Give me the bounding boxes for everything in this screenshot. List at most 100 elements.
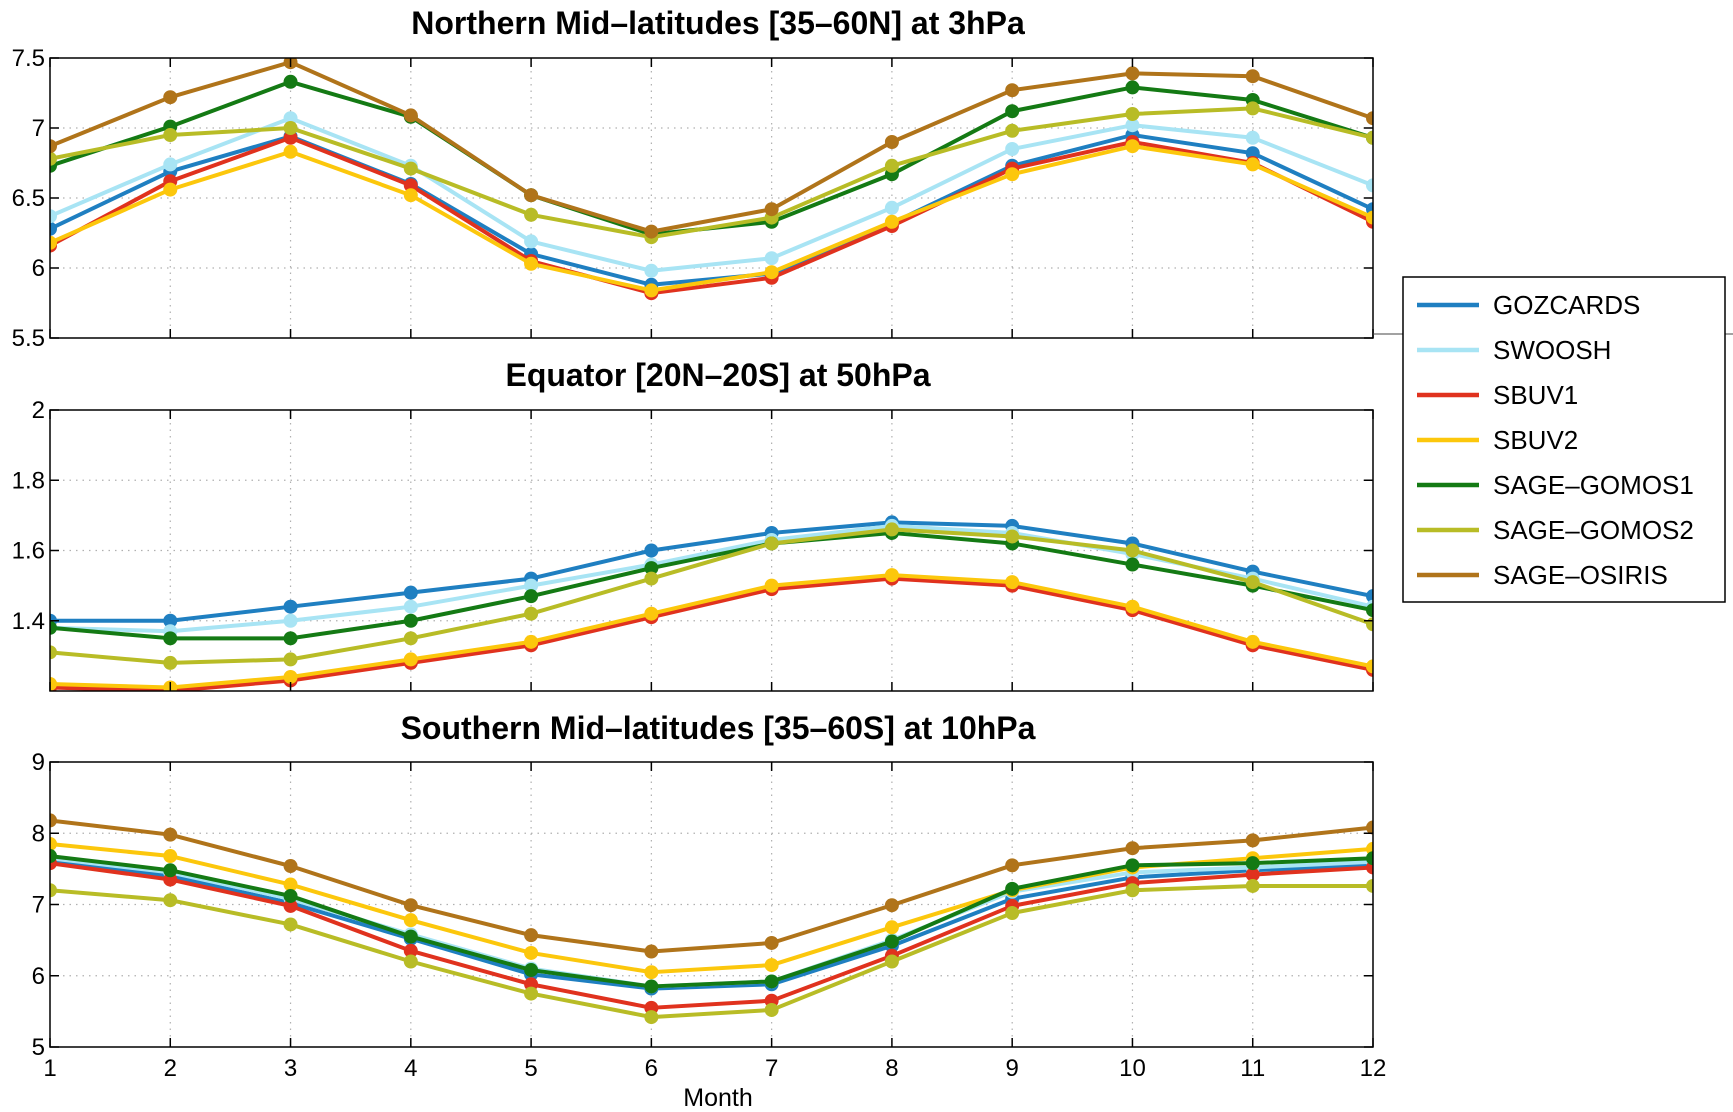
data-point-sbuv2 xyxy=(644,606,659,621)
x-axis-label: Month xyxy=(683,1084,752,1112)
data-point-sage-osiris xyxy=(884,135,899,149)
data-point-sage-osiris xyxy=(1005,83,1020,98)
data-point-sbuv1 xyxy=(283,898,298,913)
series-line-sbuv2 xyxy=(50,573,1373,690)
series-line-sage-gomos1 xyxy=(50,530,1373,641)
legend-item-swoosh: SWOOSH xyxy=(1417,335,1611,365)
data-point-swoosh xyxy=(1005,142,1020,156)
data-point-sage-gomos2 xyxy=(403,631,418,646)
series-line-sbuv2 xyxy=(50,144,1373,293)
data-point-swoosh xyxy=(1125,118,1140,133)
data-point-sage-osiris xyxy=(50,813,57,828)
data-point-sbuv2 xyxy=(884,568,899,583)
legend-label: SAGE–OSIRIS xyxy=(1493,560,1668,590)
data-point-sage-gomos1 xyxy=(884,934,899,949)
legend-label: SAGE–GOMOS2 xyxy=(1493,515,1694,545)
data-point-sage-gomos1 xyxy=(1366,851,1373,866)
data-point-sage-gomos2 xyxy=(884,522,899,537)
data-point-sbuv2 xyxy=(1125,599,1140,614)
data-point-sage-gomos2 xyxy=(283,652,298,667)
series-group xyxy=(50,515,1373,691)
legend-label: SAGE–GOMOS1 xyxy=(1493,470,1694,500)
y-tick-label: 7 xyxy=(32,892,45,919)
x-tick-label: 3 xyxy=(284,1055,297,1082)
data-point-sage-osiris xyxy=(1005,858,1020,873)
data-point-sage-gomos1 xyxy=(1125,557,1140,572)
series-line-swoosh xyxy=(50,523,1373,634)
data-point-swoosh xyxy=(884,200,899,215)
panel-title-southern: Southern Mid–latitudes [35–60S] at 10hPa xyxy=(401,710,1036,746)
x-tick-label: 11 xyxy=(1240,1055,1265,1082)
y-tick-label: 8 xyxy=(32,820,45,847)
legend-item-sage-osiris: SAGE–OSIRIS xyxy=(1417,560,1668,590)
series-line-sbuv1 xyxy=(50,135,1373,296)
data-point-swoosh xyxy=(403,599,418,614)
legend-item-sage-gomos2: SAGE–GOMOS2 xyxy=(1417,515,1694,545)
data-point-gozcards xyxy=(403,585,418,600)
series-line-sage-gomos2 xyxy=(50,106,1373,240)
x-tick-label: 2 xyxy=(164,1055,177,1082)
series-line-gozcards xyxy=(50,133,1373,287)
data-point-sbuv2 xyxy=(403,913,418,928)
data-point-sbuv2 xyxy=(163,849,178,864)
legend-item-sbuv1: SBUV1 xyxy=(1417,380,1578,410)
data-point-swoosh xyxy=(163,157,178,172)
data-point-sbuv2 xyxy=(1366,210,1373,225)
data-point-sage-gomos2 xyxy=(524,606,539,621)
data-point-sage-gomos2 xyxy=(50,883,57,898)
data-point-sage-osiris xyxy=(403,898,418,913)
data-point-sage-gomos2 xyxy=(644,571,659,586)
legend-label: GOZCARDS xyxy=(1493,290,1640,320)
data-point-sbuv2 xyxy=(524,634,539,649)
data-point-sage-osiris xyxy=(1245,833,1260,848)
data-point-sbuv2 xyxy=(764,578,779,593)
data-point-sage-gomos2 xyxy=(1005,123,1020,138)
data-point-sage-gomos1 xyxy=(283,74,298,89)
data-point-sage-gomos2 xyxy=(1245,101,1260,116)
y-tick-label: 1.8 xyxy=(12,467,45,494)
data-point-sage-osiris xyxy=(1125,841,1140,856)
data-point-gozcards xyxy=(283,599,298,614)
y-tick-label: 6.5 xyxy=(12,185,45,212)
y-tick-label: 7.5 xyxy=(12,45,45,72)
data-point-sage-gomos1 xyxy=(1245,856,1260,871)
data-point-sbuv2 xyxy=(1005,167,1020,182)
data-point-gozcards xyxy=(1245,146,1260,161)
data-point-sage-osiris xyxy=(644,944,659,959)
panel-title-equator: Equator [20N–20S] at 50hPa xyxy=(505,357,930,393)
y-tick-label: 7 xyxy=(32,115,45,142)
series-line-gozcards xyxy=(50,520,1373,623)
data-point-swoosh xyxy=(283,613,298,628)
data-point-sage-osiris xyxy=(403,108,418,123)
data-point-sage-gomos1 xyxy=(50,620,57,635)
y-tick-label: 6 xyxy=(32,963,45,990)
data-point-sage-gomos1 xyxy=(163,863,178,878)
y-tick-label: 5.5 xyxy=(12,325,45,352)
data-point-sage-gomos2 xyxy=(1125,883,1140,898)
legend-label: SBUV1 xyxy=(1493,380,1578,410)
data-point-sage-gomos1 xyxy=(644,561,659,576)
data-point-sbuv2 xyxy=(884,920,899,935)
data-point-sage-osiris xyxy=(1125,66,1140,81)
legend-label: SBUV2 xyxy=(1493,425,1578,455)
data-point-sage-gomos1 xyxy=(1366,603,1373,618)
data-point-sbuv2 xyxy=(1366,659,1373,674)
data-point-sage-gomos2 xyxy=(524,986,539,1001)
data-point-sage-osiris xyxy=(884,898,899,913)
data-point-sage-osiris xyxy=(764,202,779,217)
data-point-gozcards xyxy=(50,221,57,236)
data-point-sage-gomos2 xyxy=(50,645,57,660)
legend: GOZCARDS SWOOSH SBUV1 SBUV2 SAGE–GOMOS1 SAGE–… xyxy=(1373,276,1733,603)
data-point-sage-gomos2 xyxy=(884,954,899,969)
data-point-swoosh xyxy=(1366,178,1373,193)
data-point-sbuv2 xyxy=(283,144,298,159)
data-point-sbuv2 xyxy=(524,945,539,960)
data-point-sbuv2 xyxy=(283,669,298,684)
data-point-sage-gomos2 xyxy=(1245,878,1260,893)
data-point-gozcards xyxy=(1366,589,1373,604)
data-point-sage-osiris xyxy=(163,90,178,105)
data-point-sage-osiris xyxy=(1366,820,1373,835)
data-point-sage-osiris xyxy=(764,935,779,950)
y-tick-label: 5 xyxy=(32,1034,45,1061)
